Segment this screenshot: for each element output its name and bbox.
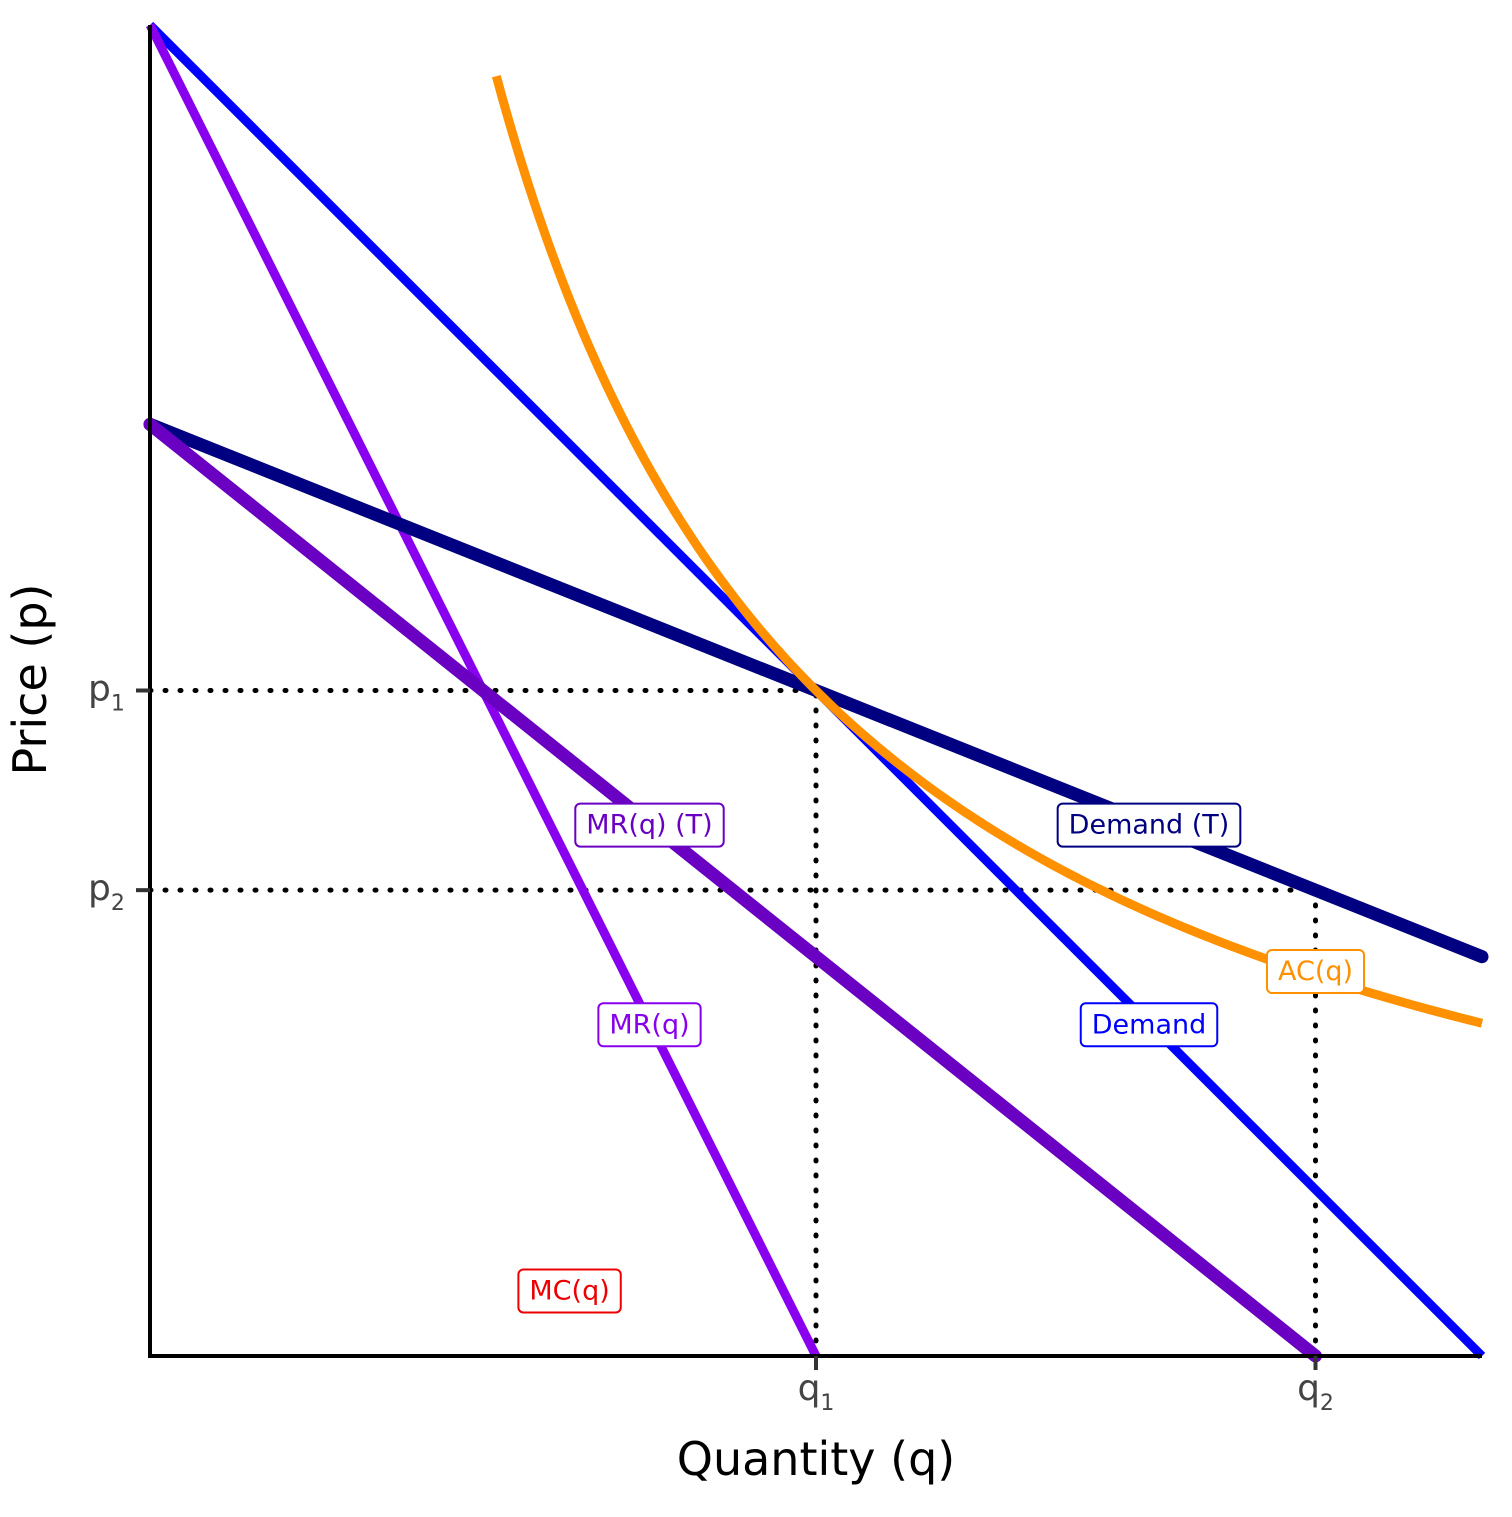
- series-label-mc-q: MC(q): [517, 1268, 622, 1314]
- series-lines: [143, 21, 1489, 1363]
- series-line-mr-q-t: [143, 417, 1322, 1363]
- series-line-ac-q: [491, 74, 1484, 1028]
- series-labels: Demand MR(q) Demand (T) MR(q) (T) AC(q) MC(q): [517, 802, 1366, 1314]
- svg-text:Demand (T): Demand (T): [1069, 810, 1230, 841]
- svg-text:AC(q): AC(q): [1278, 956, 1353, 987]
- x-tick-label-q2: q2: [1297, 1368, 1334, 1416]
- series-label-demand: Demand: [1079, 1002, 1219, 1048]
- series-label-demand-t: Demand (T): [1056, 802, 1242, 848]
- svg-text:MR(q) (T): MR(q) (T): [586, 810, 712, 841]
- svg-text:MR(q): MR(q): [609, 1009, 689, 1040]
- y-axis-title: Price (p): [3, 584, 57, 776]
- x-axis-title: Quantity (q): [677, 1432, 956, 1486]
- svg-text:MC(q): MC(q): [529, 1275, 609, 1306]
- y-tick-label-p1: p1: [88, 669, 125, 717]
- series-label-mr-q-t: MR(q) (T): [574, 802, 725, 848]
- series-label-mr-q: MR(q): [597, 1002, 702, 1048]
- svg-text:Demand: Demand: [1092, 1009, 1207, 1040]
- series-label-ac-q: AC(q): [1265, 949, 1366, 995]
- x-tick-label-q1: q1: [798, 1368, 835, 1416]
- axis-ticks: q1 q2 p1 p2: [88, 669, 1334, 1417]
- y-tick-label-p2: p2: [88, 868, 125, 916]
